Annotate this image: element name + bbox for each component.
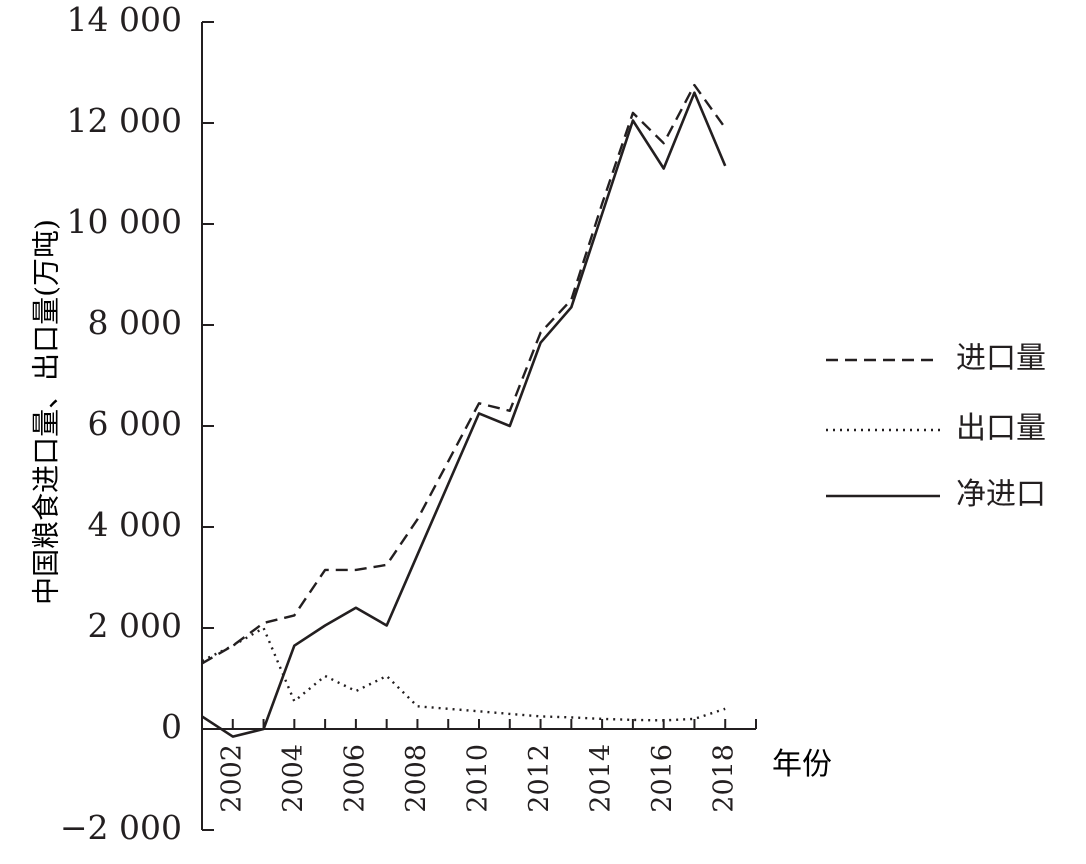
y-axis-label: 中国粮食进口量、出口量(万吨) [30, 219, 63, 605]
legend-label-1: 进口量 [956, 341, 1046, 376]
y-tick-label: 0 [161, 707, 182, 746]
x-tick-label: 2016 [647, 744, 678, 813]
y-tick-label: 4 000 [88, 505, 182, 544]
y-tick-label: 12 000 [67, 101, 182, 140]
axes: 14 000 12 000 10 000 8 000 6 000 4 000 2 000 0 −… [60, 0, 757, 847]
series-line-3 [201, 91, 727, 738]
y-tick-label: 14 000 [67, 0, 182, 39]
x-tick-label: 2004 [278, 744, 309, 813]
series-layer [201, 83, 727, 738]
x-tick-label: 2018 [709, 744, 740, 813]
series-line-2 [201, 626, 726, 722]
x-tick-label: 2014 [586, 744, 617, 813]
legend-label-2: 出口量 [956, 411, 1046, 446]
x-tick-label: 2002 [216, 744, 247, 813]
y-tick-label: 6 000 [88, 404, 182, 443]
x-tick-label: 2006 [339, 744, 370, 813]
x-tick-label: 2010 [463, 744, 494, 813]
x-axis-label: 年份 [772, 747, 832, 782]
series-line-1 [201, 83, 727, 665]
legend-label-3: 净进口 [956, 477, 1046, 512]
x-tick-label: 2008 [401, 744, 432, 813]
y-tick-label: 2 000 [88, 606, 182, 645]
y-tick-label: 8 000 [88, 303, 182, 342]
y-tick-label: −2 000 [60, 808, 182, 847]
x-tick-label: 2012 [524, 744, 555, 813]
y-tick-label: 10 000 [67, 202, 182, 241]
